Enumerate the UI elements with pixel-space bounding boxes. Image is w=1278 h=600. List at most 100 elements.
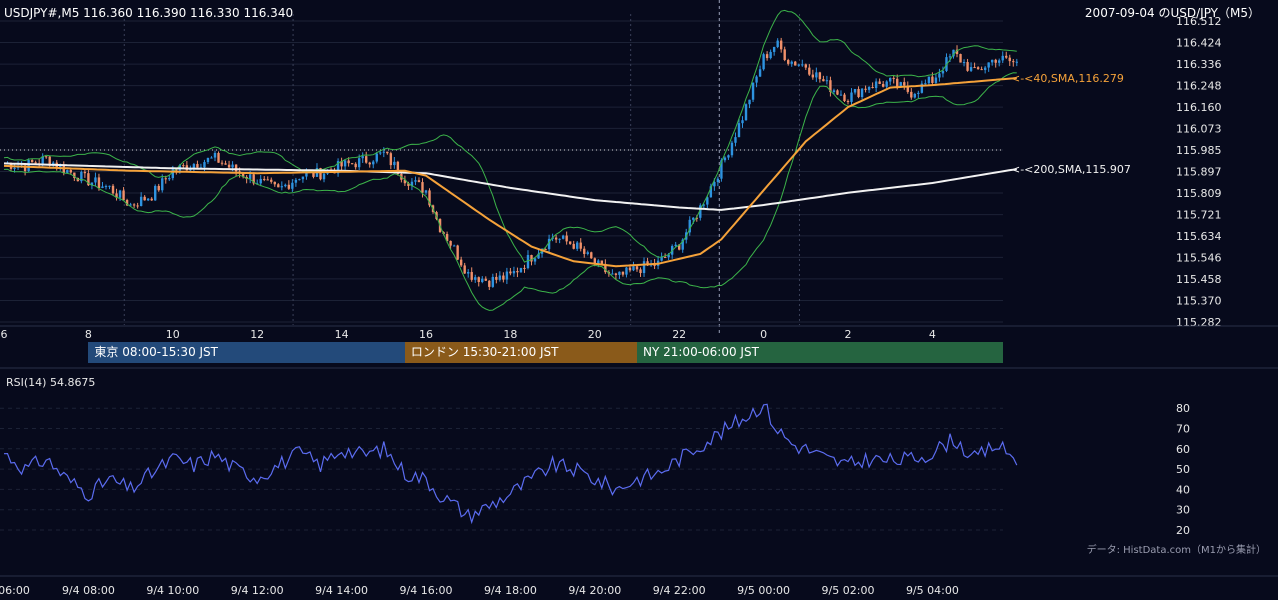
candle-body	[586, 252, 589, 254]
candle-body	[182, 165, 185, 167]
candle-body	[146, 198, 150, 201]
candle-body	[1012, 61, 1015, 63]
candle-body	[298, 179, 301, 181]
candle-body	[530, 255, 533, 262]
candle-body	[509, 271, 512, 274]
rsi-axis-tick-label: 60	[1176, 443, 1190, 456]
candle-body	[720, 160, 723, 179]
candle-body	[850, 92, 853, 102]
candle-body	[143, 196, 146, 201]
candle-body	[80, 171, 83, 182]
candle-body	[769, 51, 772, 59]
candle-body	[1015, 61, 1018, 63]
candle-body	[621, 271, 625, 275]
candle-body	[132, 204, 136, 206]
candle-body	[136, 205, 139, 207]
london-session-label: ロンドン 15:30-21:00 JST	[410, 345, 559, 359]
candle-body	[175, 169, 178, 171]
candle-body	[987, 62, 990, 68]
candle-body	[628, 267, 632, 271]
price-axis-tick-label: 115.370	[1176, 294, 1222, 307]
candle-body	[804, 64, 807, 68]
time-axis-tick-label: 18	[503, 328, 517, 341]
candle-body	[488, 280, 491, 287]
candle-body	[428, 190, 431, 206]
candle-body	[597, 260, 600, 265]
candle-body	[66, 170, 69, 173]
chart-title: 2007-09-04 のUSD/JPY（M5）	[1084, 6, 1260, 20]
candle-body	[590, 252, 593, 259]
candle-body	[347, 160, 350, 164]
candle-body	[639, 269, 642, 274]
candle-body	[270, 179, 273, 182]
candle-body	[969, 67, 973, 71]
candle-body	[751, 82, 755, 100]
candle-body	[716, 178, 720, 183]
candle-body	[692, 217, 695, 220]
candle-body	[618, 271, 621, 275]
candle-body	[779, 40, 783, 50]
candle-body	[941, 70, 945, 74]
candle-body	[924, 83, 927, 85]
candle-body	[983, 67, 987, 71]
candle-body	[452, 245, 456, 247]
candle-body	[576, 242, 579, 249]
price-axis-tick-label: 115.721	[1176, 209, 1222, 222]
rsi-axis-tick-label: 80	[1176, 402, 1190, 415]
candle-body	[69, 170, 73, 173]
candle-body	[762, 54, 765, 70]
candle-body	[614, 273, 618, 275]
candle-body	[839, 94, 843, 96]
candle-body	[892, 77, 895, 79]
candle-body	[354, 163, 357, 168]
candle-body	[73, 172, 76, 178]
candle-body	[386, 151, 389, 154]
candle-body	[558, 238, 561, 240]
candle-body	[794, 61, 797, 66]
candle-body	[674, 244, 677, 247]
price-axis-tick-label: 115.634	[1176, 230, 1222, 243]
candle-body	[913, 93, 917, 98]
candle-body	[874, 81, 878, 88]
candle-body	[593, 258, 596, 265]
candle-body	[713, 182, 716, 187]
candle-body	[248, 174, 252, 179]
candle-body	[829, 80, 832, 92]
time-axis-tick-label: 12	[250, 328, 264, 341]
candle-body	[642, 261, 646, 274]
candle-body	[445, 233, 449, 241]
time-axis-tick-label: 16	[419, 328, 433, 341]
candle-body	[702, 204, 706, 206]
candle-body	[224, 163, 227, 165]
candle-body	[583, 248, 586, 254]
candle-body	[277, 184, 280, 188]
candle-body	[379, 152, 382, 154]
candle-body	[368, 162, 371, 165]
candle-body	[776, 40, 779, 47]
price-axis-tick-label: 115.985	[1176, 144, 1222, 157]
candle-body	[730, 142, 734, 156]
candle-body	[709, 186, 713, 198]
time-axis-tick-label: 0	[760, 328, 767, 341]
price-axis-tick-label: 116.248	[1176, 80, 1222, 93]
candle-body	[301, 176, 305, 180]
candle-body	[463, 265, 466, 274]
candle-body	[955, 49, 959, 55]
candle-body	[41, 156, 44, 164]
candle-body	[857, 88, 860, 97]
candle-body	[565, 235, 568, 242]
candle-body	[896, 78, 899, 88]
candle-body	[572, 243, 575, 249]
price-axis-tick-label: 116.073	[1176, 122, 1222, 135]
rsi-axis-tick-label: 30	[1176, 504, 1190, 517]
candle-body	[843, 94, 846, 102]
candle-body	[790, 61, 793, 64]
candle-body	[484, 278, 487, 281]
candle-body	[319, 168, 322, 180]
candle-body	[284, 184, 287, 187]
candle-body	[881, 83, 885, 87]
candle-body	[938, 73, 941, 78]
candle-body	[910, 91, 913, 98]
time-axis-tick-label: 2	[845, 328, 852, 341]
candle-body	[797, 64, 800, 66]
